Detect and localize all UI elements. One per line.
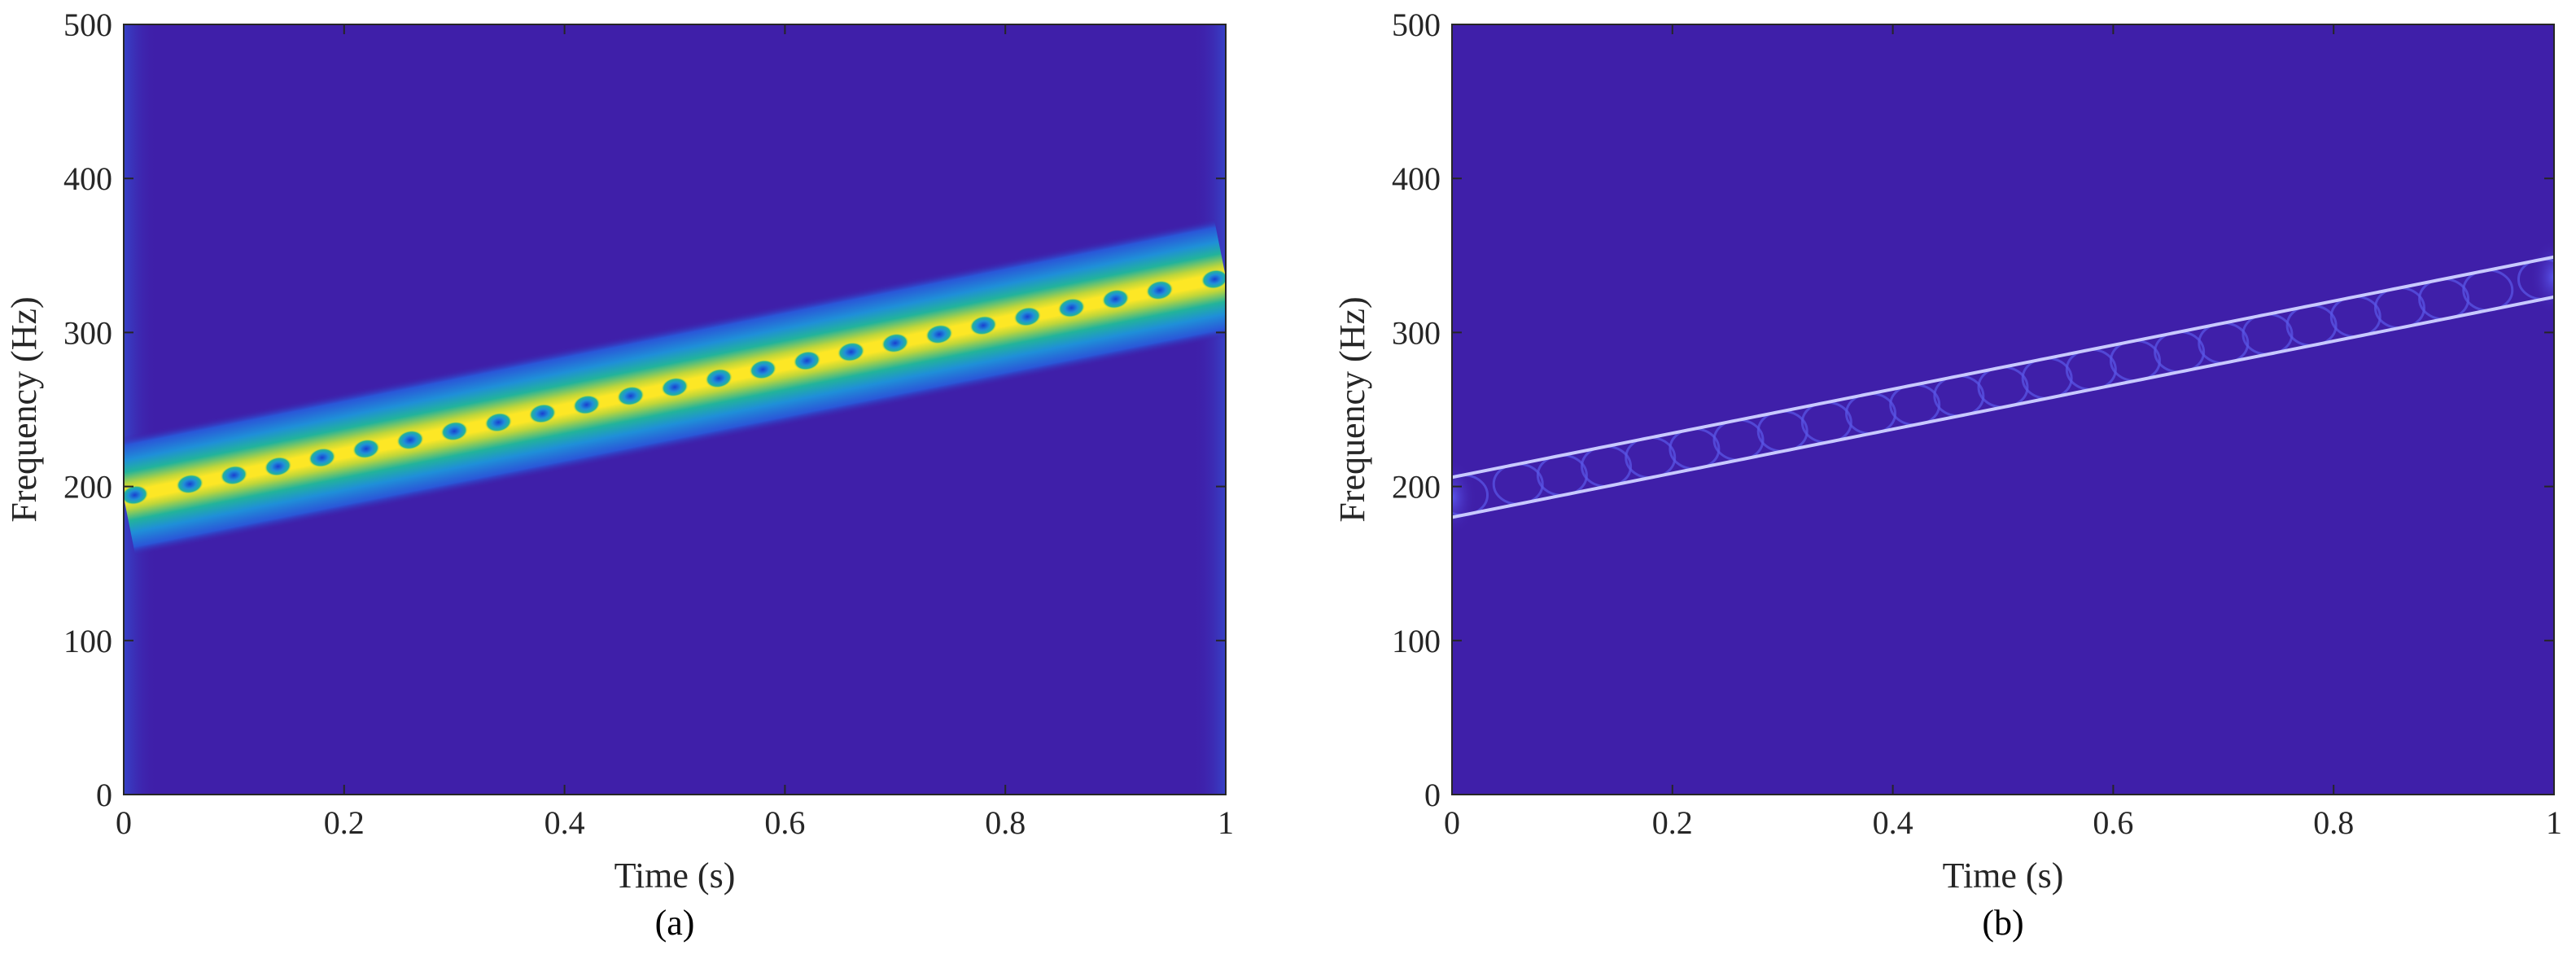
x-tick-label: 0 [1444,804,1460,841]
interference-dot [264,456,292,477]
interference-dot [617,386,645,406]
y-tick-label: 300 [63,314,112,351]
x-tick-label: 0 [116,804,132,841]
interference-dot [528,403,557,424]
y-tick-label: 100 [63,623,112,659]
x-axis-label: Time (s) [614,856,736,896]
x-tick-label: 0.2 [1652,804,1693,841]
x-tick-label: 0.6 [764,804,805,841]
interference-dot [1101,289,1130,309]
y-axis-label: Frequency (Hz) [1332,296,1372,522]
upper-ridge-line [1452,255,2554,480]
interference-dot [1145,280,1174,300]
interference-dot [1013,306,1042,327]
interference-dot [1057,297,1086,318]
interference-dot [440,421,469,441]
x-tick-label: 1 [2546,804,2562,841]
lower-ridge-line [1452,295,2554,519]
y-tick-label: 400 [1392,160,1441,197]
left-edge-leakage [124,24,156,795]
y-axis-label: Frequency (Hz) [4,296,44,522]
y-tick-label: 500 [63,7,112,43]
panel-caption: (b) [1982,903,2023,943]
y-tick-label: 200 [1392,469,1441,506]
interference-dot [793,350,821,371]
x-axis-label: Time (s) [1943,856,2064,896]
axes-frame [123,24,1227,795]
interference-dot [176,474,204,494]
interference-dot [220,465,248,486]
y-tick-label: 300 [1392,314,1441,351]
y-tick-label: 100 [1392,623,1441,659]
axes-frame [1451,24,2555,795]
x-tick-label: 0.8 [2313,804,2354,841]
interference-dot [308,447,336,468]
y-axis-ticks: 0 100 200 300 400 500 [63,7,1226,813]
interference-dot [705,368,733,388]
x-tick-label: 0.2 [324,804,365,841]
interference-dot [484,412,513,433]
x-tick-label: 0.6 [2093,804,2133,841]
right-edge-leakage [1193,24,1226,795]
interference-dot [969,315,997,336]
interference-dot [881,333,909,353]
interference-dot [749,359,777,380]
x-tick-label: 0.4 [545,804,585,841]
y-tick-label: 200 [63,469,112,506]
interference-dot [124,484,149,506]
spectrogram-panel-b: 0 0.2 0.4 0.6 0.8 1 0 100 200 300 400 500 Time (s)… [1332,7,2562,943]
x-tick-label: 1 [1218,804,1234,841]
y-tick-label: 0 [96,777,112,813]
x-axis-ticks: 0 0.2 0.4 0.6 0.8 1 [1444,24,2562,841]
interference-dot [661,377,689,397]
interference-dot [1201,269,1226,290]
interference-dot [396,430,424,450]
spectrogram-panel-a: 0 0.2 0.4 0.6 0.8 1 0 100 200 300 400 500 Time (s)… [4,7,1234,943]
y-tick-label: 400 [63,160,112,197]
y-axis-ticks: 0 100 200 300 400 500 [1392,7,2554,813]
y-tick-label: 500 [1392,7,1441,43]
plot-area-background [1452,24,2554,795]
interference-dots [124,269,1226,506]
interference-dot [925,324,953,344]
y-tick-label: 0 [1424,777,1441,813]
x-tick-label: 0.8 [985,804,1026,841]
x-tick-label: 0.4 [1873,804,1913,841]
interference-dot [837,342,865,362]
interference-dot [352,439,380,459]
x-axis-ticks: 0 0.2 0.4 0.6 0.8 1 [116,24,1234,841]
interference-dot [572,394,601,415]
panel-caption: (a) [655,903,695,943]
